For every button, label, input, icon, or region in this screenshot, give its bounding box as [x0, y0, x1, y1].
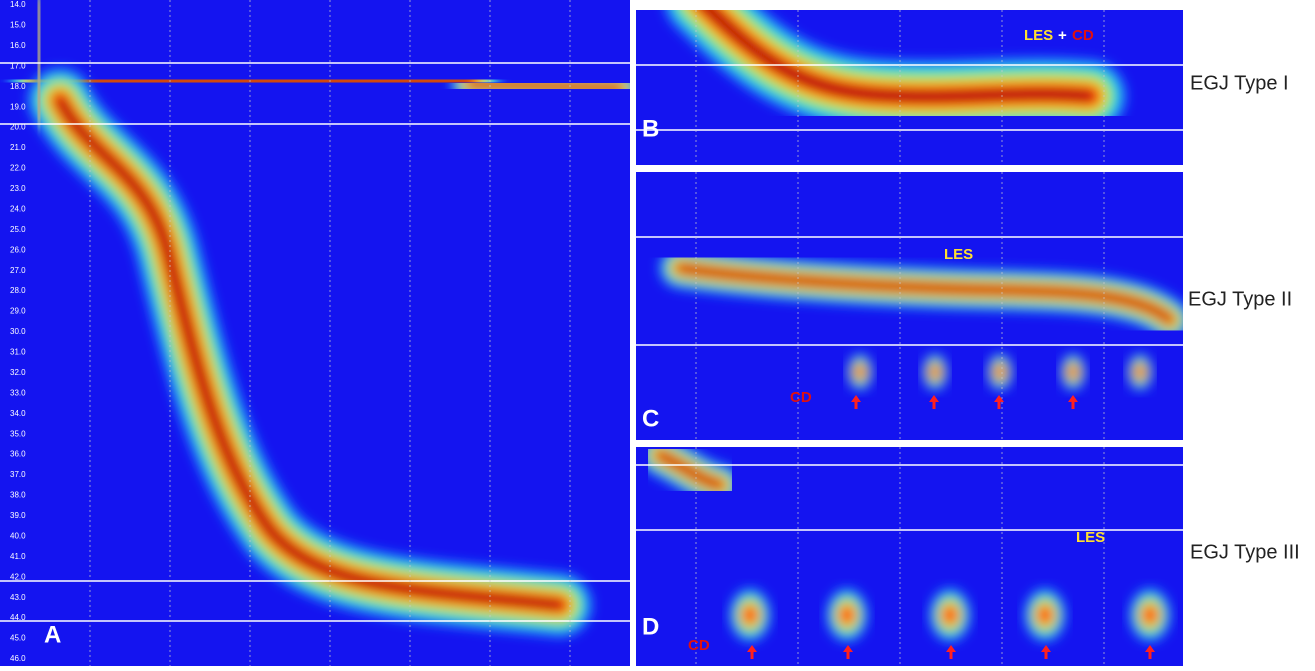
- figure: A B C D LES + CD LES CD LES CD EGJ Type …: [0, 0, 1315, 666]
- annotation: LES: [944, 246, 973, 263]
- pressure-blob: [848, 354, 872, 390]
- depth-label: 34.0: [10, 409, 26, 418]
- pressure-blob: [827, 589, 867, 641]
- depth-label: 29.0: [10, 307, 26, 316]
- annotation: +: [1058, 27, 1067, 44]
- depth-label: 14.0: [10, 0, 26, 9]
- depth-label: 37.0: [10, 470, 26, 479]
- pressure-blob: [1130, 589, 1170, 641]
- blob-layer: [995, 365, 1006, 380]
- depth-label: 25.0: [10, 225, 26, 234]
- panel-letter: D: [642, 613, 659, 640]
- depth-label: 28.0: [10, 286, 26, 295]
- depth-label: 17.0: [10, 61, 26, 70]
- depth-label: 35.0: [10, 429, 26, 438]
- pressure-blob: [1061, 354, 1085, 390]
- depth-label: 42.0: [10, 572, 26, 581]
- annotation: CD: [688, 637, 710, 654]
- depth-label: 22.0: [10, 164, 26, 173]
- blob-layer: [855, 365, 866, 380]
- depth-label: 26.0: [10, 245, 26, 254]
- pressure-trace: [38, 0, 40, 120]
- depth-label: 36.0: [10, 450, 26, 459]
- depth-label: 19.0: [10, 102, 26, 111]
- blob-layer: [1142, 605, 1158, 625]
- annotation: CD: [1072, 27, 1094, 44]
- blob-layer: [1135, 365, 1146, 380]
- depth-label: 31.0: [10, 348, 26, 357]
- blob-layer: [1068, 365, 1079, 380]
- depth-label: 30.0: [10, 327, 26, 336]
- depth-label: 16.0: [10, 41, 26, 50]
- depth-label: 45.0: [10, 634, 26, 643]
- pressure-blob: [930, 589, 970, 641]
- pressure-trace: [40, 80, 470, 82]
- depth-label: 46.0: [10, 654, 26, 663]
- depth-label: 23.0: [10, 184, 26, 193]
- panel-letter: C: [642, 405, 659, 432]
- pressure-blob: [988, 354, 1012, 390]
- depth-label: 44.0: [10, 613, 26, 622]
- pressure-blob: [1128, 354, 1152, 390]
- depth-label: 18.0: [10, 82, 26, 91]
- depth-label: 24.0: [10, 204, 26, 213]
- pressure-blob: [1025, 589, 1065, 641]
- annotation: CD: [790, 389, 812, 406]
- depth-label: 32.0: [10, 368, 26, 377]
- type-label: EGJ Type III: [1190, 541, 1300, 563]
- depth-label: 27.0: [10, 266, 26, 275]
- type-label: EGJ Type I: [1190, 72, 1289, 94]
- depth-label: 43.0: [10, 593, 26, 602]
- annotation: LES: [1076, 529, 1105, 546]
- trace-layer: [40, 80, 470, 82]
- depth-label: 39.0: [10, 511, 26, 520]
- blob-layer: [1037, 605, 1053, 625]
- blob-layer: [742, 605, 758, 625]
- blob-layer: [839, 605, 855, 625]
- depth-label: 41.0: [10, 552, 26, 561]
- annotation: LES: [1024, 27, 1053, 44]
- depth-label: 38.0: [10, 491, 26, 500]
- blob-layer: [930, 365, 941, 380]
- depth-label: 20.0: [10, 123, 26, 132]
- depth-label: 33.0: [10, 388, 26, 397]
- panel-letter: A: [44, 621, 61, 648]
- pressure-blob: [923, 354, 947, 390]
- pressure-blob: [730, 589, 770, 641]
- depth-label: 21.0: [10, 143, 26, 152]
- depth-label: 15.0: [10, 21, 26, 30]
- blob-layer: [942, 605, 958, 625]
- depth-label: 40.0: [10, 531, 26, 540]
- type-label: EGJ Type II: [1188, 288, 1292, 310]
- pressure-trace: [470, 84, 620, 88]
- panel-letter: B: [642, 115, 659, 142]
